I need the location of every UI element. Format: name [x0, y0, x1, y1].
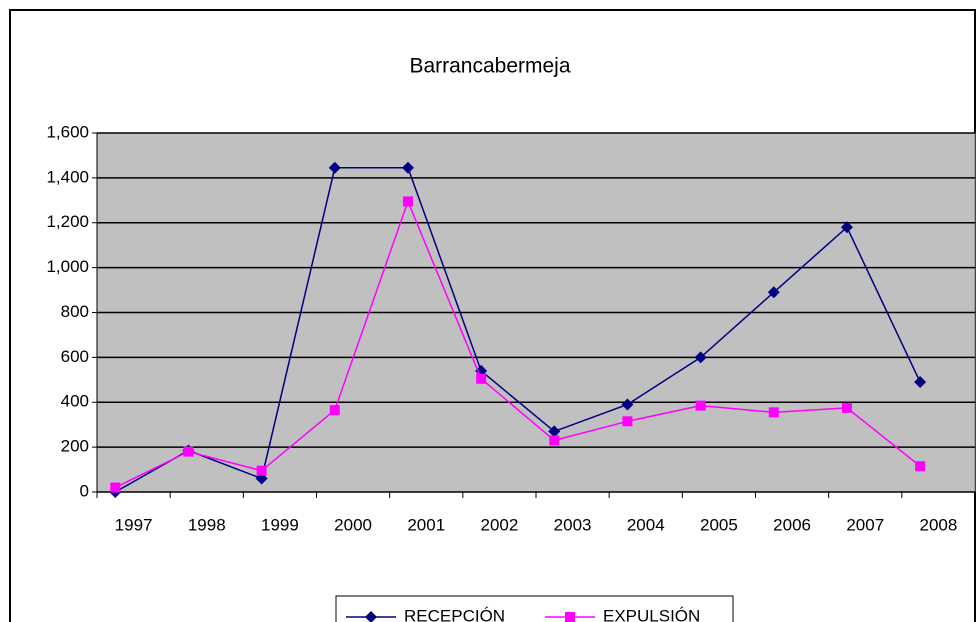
marker [621, 398, 634, 411]
legend-box [335, 595, 734, 622]
marker [841, 402, 852, 413]
x-tick-label: 2002 [481, 515, 519, 534]
marker [914, 376, 927, 389]
y-tick-label: 1,000 [46, 257, 89, 276]
series-line [114, 199, 921, 489]
marker [110, 482, 121, 493]
x-tick-label: 2001 [407, 515, 445, 534]
marker [622, 416, 633, 427]
x-tick-label: 2000 [334, 515, 372, 534]
x-tick-label: 2006 [773, 515, 811, 534]
marker [548, 425, 561, 438]
marker [329, 405, 340, 416]
marker [365, 611, 377, 622]
x-tick-label: 2004 [627, 515, 665, 534]
y-tick-label: 1,600 [46, 122, 89, 141]
x-tick-label: 2003 [554, 515, 592, 534]
x-tick-label: 2008 [920, 515, 958, 534]
legend-label: EXPULSIÓN [603, 606, 700, 622]
y-tick-label: 400 [61, 392, 89, 411]
legend-label: RECEPCIÓN [404, 606, 505, 622]
marker [256, 465, 267, 476]
marker [695, 400, 706, 411]
x-tick-label: 1997 [115, 515, 153, 534]
marker [328, 161, 341, 174]
series-line [114, 167, 921, 493]
y-tick-label: 1,200 [46, 212, 89, 231]
y-tick-label: 200 [61, 437, 89, 456]
marker [915, 461, 926, 472]
x-tick-label: 2007 [846, 515, 884, 534]
x-tick-label: 2005 [700, 515, 738, 534]
y-tick-label: 800 [61, 302, 89, 321]
x-tick-label: 1999 [261, 515, 299, 534]
y-tick-label: 600 [61, 347, 89, 366]
y-tick-label: 0 [80, 481, 89, 500]
marker [476, 373, 487, 384]
marker [768, 407, 779, 418]
marker [565, 612, 575, 622]
marker [183, 446, 194, 457]
marker [402, 196, 413, 207]
chart-title: Barrancabermeja [409, 55, 570, 78]
y-tick-label: 1,400 [46, 167, 89, 186]
marker [840, 221, 853, 234]
marker [549, 435, 560, 446]
marker [694, 351, 707, 364]
marker [767, 286, 780, 299]
x-tick-label: 1998 [188, 515, 226, 534]
marker [401, 161, 414, 174]
